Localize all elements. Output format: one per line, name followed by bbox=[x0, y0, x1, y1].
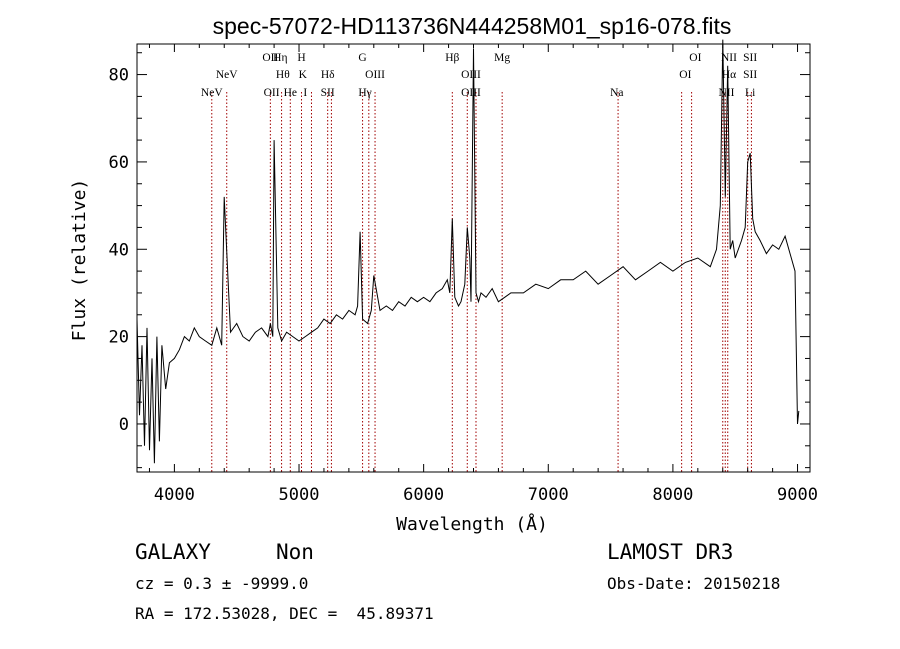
emission-line-label: Hθ bbox=[276, 69, 290, 81]
emission-line-label: OI bbox=[689, 52, 701, 64]
emission-line-label: Hγ bbox=[358, 87, 371, 99]
redshift-text: cz = 0.3 ± -9999.0 bbox=[135, 574, 309, 593]
emission-line-label: NeV bbox=[216, 69, 238, 81]
emission-line-label: NII bbox=[719, 87, 735, 99]
emission-line-label: Hη bbox=[273, 52, 287, 64]
emission-line-label: SII bbox=[321, 87, 335, 99]
y-tick-label: 80 bbox=[109, 66, 129, 86]
object-class: GALAXY bbox=[135, 540, 211, 564]
x-axis-label: Wavelength (Å) bbox=[396, 513, 548, 535]
emission-line-label: Na bbox=[610, 87, 623, 99]
emission-line-label: Hδ bbox=[321, 69, 335, 81]
spectrum-line bbox=[136, 39, 800, 464]
plot-frame bbox=[136, 43, 811, 473]
chart-title: spec-57072-HD113736N444258M01_sp16-078.f… bbox=[213, 13, 732, 39]
survey-name: LAMOST DR3 bbox=[607, 540, 734, 564]
object-subclass: Non bbox=[276, 540, 314, 564]
x-tick-label: 6000 bbox=[403, 485, 444, 505]
emission-line-label: OII bbox=[262, 52, 278, 64]
emission-line-label: Hα bbox=[722, 69, 736, 81]
emission-line-label: I bbox=[303, 87, 307, 99]
emission-line-label: SII bbox=[743, 52, 757, 64]
emission-line-label: Li bbox=[745, 87, 755, 99]
emission-line-label: OIII bbox=[461, 87, 481, 99]
emission-line-label: OI bbox=[679, 69, 691, 81]
emission-line-label: G bbox=[358, 52, 366, 64]
x-tick-label: 4000 bbox=[154, 485, 195, 505]
x-tick-label: 9000 bbox=[777, 485, 818, 505]
emission-line-label: He bbox=[284, 87, 297, 99]
emission-line-label: Mg bbox=[494, 52, 510, 64]
y-tick-label: 60 bbox=[109, 153, 129, 173]
emission-line-label: SII bbox=[743, 69, 757, 81]
coordinates-text: RA = 172.53028, DEC = 45.89371 bbox=[135, 604, 434, 623]
emission-line-label: H bbox=[297, 52, 305, 64]
emission-line-labels: NeVNeVOIIOIIHηHθHeHKIHδSIIGHγOIIIHβOIIIO… bbox=[201, 52, 757, 99]
x-tick-label: 7000 bbox=[528, 485, 569, 505]
x-tick-label: 5000 bbox=[279, 485, 320, 505]
emission-line-label: OII bbox=[264, 87, 280, 99]
emission-line-label: NII bbox=[721, 52, 737, 64]
emission-line-label: OIII bbox=[461, 69, 481, 81]
y-tick-label: 0 bbox=[119, 415, 129, 435]
emission-line-label: K bbox=[299, 69, 308, 81]
axes: 4000 5000 6000 7000 8000 9000 0 20 40 60 80 bbox=[109, 44, 818, 505]
y-tick-label: 40 bbox=[109, 240, 129, 260]
emission-line-label: OIII bbox=[365, 69, 385, 81]
emission-line-label: Hβ bbox=[445, 52, 459, 64]
y-axis-label: Flux (relative) bbox=[69, 179, 90, 342]
x-tick-label: 8000 bbox=[652, 485, 693, 505]
y-tick-label: 20 bbox=[109, 328, 129, 348]
marker-lines bbox=[211, 92, 752, 472]
emission-line-label: NeV bbox=[201, 87, 223, 99]
obs-date-text: Obs-Date: 20150218 bbox=[607, 574, 781, 593]
